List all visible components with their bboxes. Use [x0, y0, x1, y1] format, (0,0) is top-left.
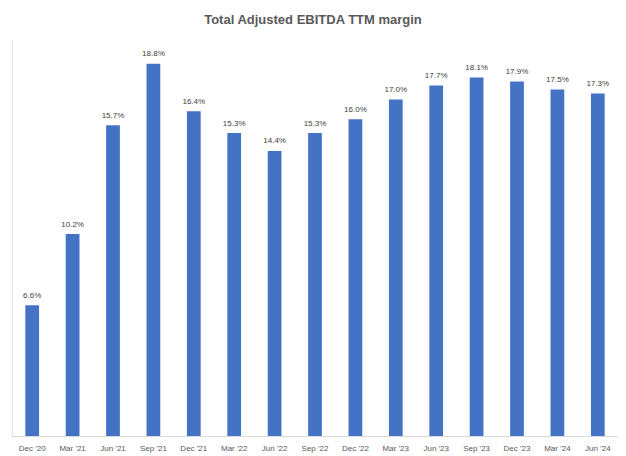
- svg-text:18.1%: 18.1%: [465, 63, 488, 72]
- svg-text:Sep '23: Sep '23: [463, 444, 490, 453]
- svg-text:Mar '21: Mar '21: [59, 444, 86, 453]
- svg-text:16.0%: 16.0%: [344, 105, 367, 114]
- svg-text:17.9%: 17.9%: [506, 67, 529, 76]
- svg-text:17.3%: 17.3%: [586, 79, 609, 88]
- svg-text:15.3%: 15.3%: [223, 119, 246, 128]
- svg-text:15.3%: 15.3%: [304, 119, 327, 128]
- svg-text:Dec '22: Dec '22: [342, 444, 369, 453]
- svg-text:14.4%: 14.4%: [263, 136, 286, 145]
- svg-text:Sep '22: Sep '22: [302, 444, 329, 453]
- svg-text:10.2%: 10.2%: [61, 220, 84, 229]
- svg-text:Dec '21: Dec '21: [180, 444, 207, 453]
- svg-text:17.0%: 17.0%: [384, 85, 407, 94]
- svg-text:18.8%: 18.8%: [142, 49, 165, 58]
- svg-text:Jun '22: Jun '22: [262, 444, 288, 453]
- svg-text:Jun '24: Jun '24: [585, 444, 611, 453]
- svg-text:6.6%: 6.6%: [23, 291, 41, 300]
- svg-text:Mar '23: Mar '23: [383, 444, 410, 453]
- svg-text:Dec '23: Dec '23: [504, 444, 531, 453]
- svg-text:17.5%: 17.5%: [546, 75, 569, 84]
- svg-text:Dec '20: Dec '20: [19, 444, 46, 453]
- svg-text:Sep '21: Sep '21: [140, 444, 167, 453]
- svg-text:Jun '23: Jun '23: [423, 444, 449, 453]
- svg-text:Mar '22: Mar '22: [221, 444, 248, 453]
- svg-text:Mar '24: Mar '24: [544, 444, 571, 453]
- svg-text:15.7%: 15.7%: [102, 111, 125, 120]
- svg-text:Jun '21: Jun '21: [100, 444, 126, 453]
- svg-text:Total Adjusted EBITDA TTM marg: Total Adjusted EBITDA TTM margin: [204, 12, 422, 27]
- svg-text:16.4%: 16.4%: [182, 97, 205, 106]
- svg-text:17.7%: 17.7%: [425, 71, 448, 80]
